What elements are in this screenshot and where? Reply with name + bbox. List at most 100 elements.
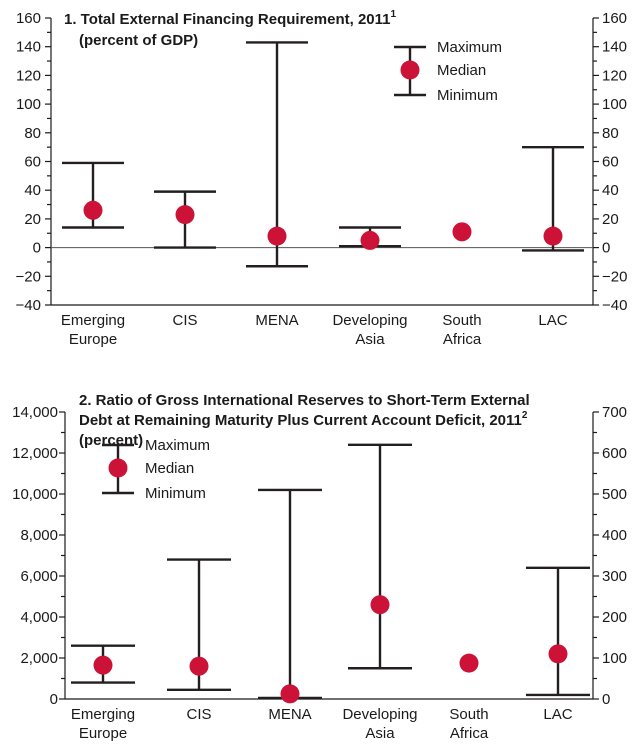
category-label-line: Africa	[450, 725, 489, 742]
median-marker	[452, 222, 472, 242]
legend-median-label: Median	[437, 62, 486, 79]
category-label-line: Europe	[69, 331, 117, 348]
category-label: LAC	[538, 312, 567, 329]
left-tick-label: 0	[50, 691, 58, 708]
left-tick-label: 0	[33, 240, 41, 257]
title-superscript: 2	[522, 410, 528, 421]
category-label-line: Asia	[355, 331, 385, 348]
right-tick-label: 20	[602, 211, 619, 228]
chart-title-line-2: Debt at Remaining Maturity Plus Current …	[79, 410, 528, 429]
left-tick-label: 4,000	[20, 609, 58, 626]
legend-minimum-label: Minimum	[437, 87, 498, 104]
chart-title: 1. Total External Financing Requirement,…	[64, 9, 396, 28]
category-label: South Africa	[449, 706, 488, 742]
left-tick-label: 100	[16, 96, 41, 113]
left-tick-label: 80	[24, 125, 41, 142]
right-tick-label: 80	[602, 125, 619, 142]
legend: Maximum Median Minimum	[102, 437, 210, 502]
left-tick-label: −20	[16, 268, 41, 285]
chart-panel-1: −40 −20 0 20 40 60 80 100 120 140 160 −40 −20 0 20 40 60…	[16, 9, 628, 348]
category-label-line: MENA	[268, 706, 311, 723]
category-label-line: MENA	[255, 312, 298, 329]
median-marker	[93, 655, 113, 675]
median-marker	[83, 200, 103, 220]
right-tick-label: 120	[602, 67, 627, 84]
right-tick-label: 500	[602, 486, 627, 503]
left-tick-label: 60	[24, 154, 41, 171]
right-tick-label: 100	[602, 650, 627, 667]
legend-median-marker	[108, 458, 128, 478]
category-label: South Africa	[442, 312, 481, 348]
category-label-line: Africa	[443, 331, 482, 348]
median-marker	[280, 684, 300, 704]
category-label-line: CIS	[186, 706, 211, 723]
left-tick-label: −40	[16, 297, 41, 314]
left-tick-label: 120	[16, 67, 41, 84]
median-marker	[370, 595, 390, 615]
category-label: Developing Asia	[342, 706, 417, 742]
category-label: CIS	[186, 706, 211, 723]
right-tick-label: −40	[602, 297, 627, 314]
left-tick-label: 6,000	[20, 568, 58, 585]
legend-minimum-label: Minimum	[145, 485, 206, 502]
category-label: CIS	[172, 312, 197, 329]
chart-subtitle: (percent of GDP)	[79, 32, 198, 49]
legend: Maximum Median Minimum	[394, 39, 502, 104]
left-tick-label: 20	[24, 211, 41, 228]
left-tick-label: 14,000	[12, 404, 58, 421]
category-label-line: Developing	[342, 706, 417, 723]
category-label-line: Emerging	[61, 312, 125, 329]
legend-median-marker	[400, 60, 420, 80]
median-marker	[189, 656, 209, 676]
right-tick-label: 700	[602, 404, 627, 421]
right-tick-label: 0	[602, 691, 610, 708]
category-label-line: Asia	[365, 725, 395, 742]
category-label-line: LAC	[543, 706, 572, 723]
chart-panel-2: 0 2,000 4,000 6,000 8,000 10,000 12,000 14,000 0…	[12, 392, 627, 742]
left-tick-label: 40	[24, 182, 41, 199]
median-marker	[548, 644, 568, 664]
chart-title-line-1: 2. Ratio of Gross International Reserves…	[79, 392, 530, 409]
category-label-line: South	[442, 312, 481, 329]
left-tick-label: 140	[16, 39, 41, 56]
median-marker	[267, 226, 287, 246]
right-tick-label: 0	[602, 240, 610, 257]
category-label: MENA	[255, 312, 298, 329]
right-tick-label: 300	[602, 568, 627, 585]
left-tick-label: 160	[16, 10, 41, 27]
left-tick-label: 2,000	[20, 650, 58, 667]
category-label-line: South	[449, 706, 488, 723]
category-label: Emerging Europe	[71, 706, 135, 742]
right-tick-label: 100	[602, 96, 627, 113]
right-tick-label: 140	[602, 39, 627, 56]
median-marker	[360, 230, 380, 250]
category-label-line: Emerging	[71, 706, 135, 723]
category-label: LAC	[543, 706, 572, 723]
median-marker	[459, 653, 479, 673]
legend-median-label: Median	[145, 460, 194, 477]
category-label: Developing Asia	[332, 312, 407, 348]
category-label-line: Developing	[332, 312, 407, 329]
median-marker	[175, 205, 195, 225]
right-tick-label: 400	[602, 527, 627, 544]
right-tick-label: 160	[602, 10, 627, 27]
category-label: Emerging Europe	[61, 312, 125, 348]
right-tick-label: −20	[602, 268, 627, 285]
right-tick-label: 200	[602, 609, 627, 626]
right-tick-label: 60	[602, 154, 619, 171]
category-label-line: CIS	[172, 312, 197, 329]
legend-maximum-label: Maximum	[145, 437, 210, 454]
left-tick-label: 8,000	[20, 527, 58, 544]
legend-maximum-label: Maximum	[437, 39, 502, 56]
title-superscript: 1	[390, 9, 396, 20]
chart-subtitle: (percent)	[79, 432, 143, 449]
right-tick-label: 600	[602, 445, 627, 462]
category-label: MENA	[268, 706, 311, 723]
median-marker	[543, 226, 563, 246]
category-label-line: LAC	[538, 312, 567, 329]
left-tick-label: 12,000	[12, 445, 58, 462]
left-tick-label: 10,000	[12, 486, 58, 503]
category-label-line: Europe	[79, 725, 127, 742]
right-tick-label: 40	[602, 182, 619, 199]
